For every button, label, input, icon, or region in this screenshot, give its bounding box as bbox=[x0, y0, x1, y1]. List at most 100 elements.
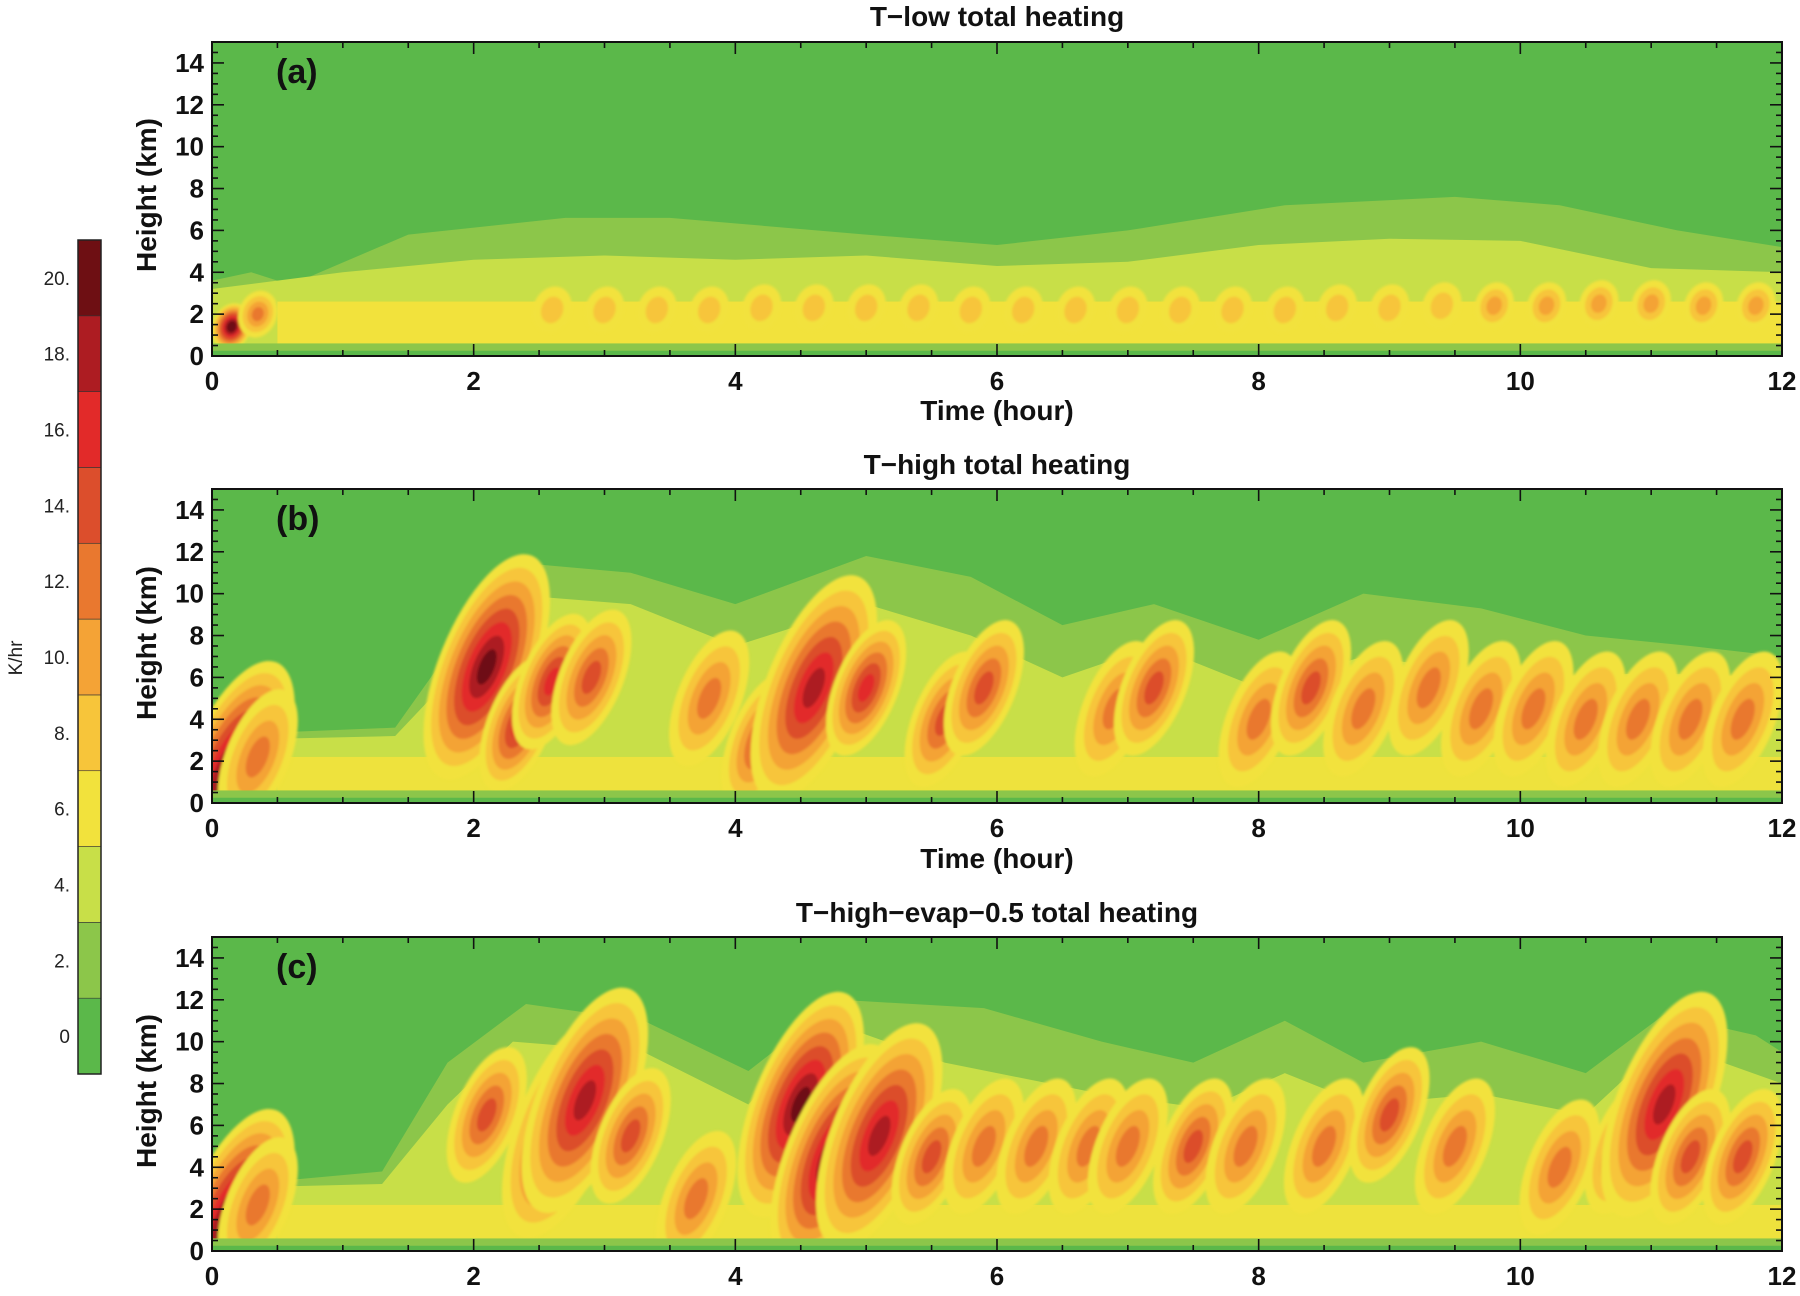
heating-cell bbox=[1493, 640, 1574, 777]
tick-marks bbox=[211, 488, 1783, 804]
panel-c-plot-area bbox=[211, 936, 1783, 1252]
heating-cell bbox=[1113, 620, 1195, 756]
heating-cell bbox=[423, 554, 551, 780]
heating-cell-level bbox=[1643, 294, 1659, 313]
colorbar-tick-label: 20. bbox=[44, 269, 70, 290]
panel-c-y-tick-labels: 0 2 4 6 8 10 12 14 bbox=[175, 943, 204, 1266]
x-tick-label: 4 bbox=[728, 366, 743, 396]
heating-cell-level bbox=[1183, 1129, 1204, 1163]
heating-cell bbox=[1048, 1078, 1129, 1215]
y-tick-label: 8 bbox=[190, 1069, 204, 1099]
colorbar-swatch bbox=[77, 922, 102, 999]
heating-cell-level bbox=[921, 1140, 942, 1174]
x-tick-label: 10 bbox=[1506, 1261, 1535, 1291]
heating-cell bbox=[1702, 1088, 1782, 1225]
panel-a: T−low total heating (a) 0 2 4 6 8 10 12 0 2 4 6 8 1… bbox=[131, 1, 1796, 426]
heating-cell-level bbox=[857, 673, 875, 702]
heating-cell-level bbox=[540, 296, 564, 324]
heating-cell bbox=[655, 1130, 737, 1251]
heating-cell-level bbox=[959, 296, 983, 324]
colorbar-swatch bbox=[77, 315, 102, 392]
x-tick-label: 8 bbox=[1251, 366, 1265, 396]
x-tick-label: 10 bbox=[1506, 366, 1535, 396]
heating-cell bbox=[1270, 620, 1352, 756]
panel-b-x-tick-labels: 0 2 4 6 8 10 12 bbox=[205, 813, 1797, 843]
heating-cell-level bbox=[1351, 688, 1376, 730]
colorbar-frame bbox=[77, 239, 102, 1075]
heating-cell-level bbox=[1221, 296, 1244, 324]
heating-cell bbox=[1212, 286, 1253, 334]
heating-cell-level bbox=[1301, 671, 1321, 705]
y-tick-label: 0 bbox=[190, 788, 204, 818]
heating-cell-level bbox=[697, 296, 721, 324]
heating-cell-level bbox=[1273, 296, 1297, 324]
heating-cell bbox=[1597, 651, 1679, 788]
x-tick-label: 2 bbox=[466, 813, 480, 843]
heating-cell-level bbox=[1652, 1084, 1676, 1125]
heating-cell-level bbox=[1144, 671, 1164, 705]
x-tick-label: 6 bbox=[990, 1261, 1004, 1291]
colorbar-swatch bbox=[77, 997, 102, 1075]
heating-cell-level bbox=[1064, 296, 1087, 324]
heating-cell bbox=[637, 286, 677, 334]
heating-cell bbox=[689, 286, 729, 334]
colorbar-tick-label: 18. bbox=[44, 345, 70, 366]
heating-cell bbox=[1440, 640, 1522, 777]
heating-cell-level bbox=[543, 667, 561, 696]
heating-cell-level bbox=[573, 1080, 597, 1121]
y-tick-label: 12 bbox=[175, 985, 204, 1015]
heating-cell-level bbox=[1325, 294, 1349, 322]
colorbar-tick-label: 14. bbox=[44, 496, 70, 517]
heating-cell-level bbox=[245, 736, 270, 778]
y-tick-label: 0 bbox=[190, 1236, 204, 1266]
heating-cell bbox=[446, 1047, 527, 1183]
panel-c-title: T−high−evap−0.5 total heating bbox=[796, 897, 1198, 928]
heating-cell-level bbox=[1730, 698, 1755, 740]
panel-b-title: T−high total heating bbox=[864, 449, 1131, 480]
heating-cell bbox=[1650, 1088, 1731, 1225]
x-tick-label: 0 bbox=[205, 813, 219, 843]
heating-cell bbox=[1600, 991, 1728, 1218]
heating-cell-level bbox=[476, 649, 497, 685]
y-tick-label: 2 bbox=[190, 746, 204, 776]
y-tick-label: 10 bbox=[175, 132, 204, 162]
panel-b: T−high total heating (b) 0 2 4 6 8 10 12 0 2 4 6 8… bbox=[131, 449, 1797, 874]
heating-cell-level bbox=[1233, 1125, 1258, 1167]
colorbar-swatch bbox=[77, 846, 102, 923]
colorbar-tick-label: 4. bbox=[54, 875, 70, 896]
colorbar-tick-label: 12. bbox=[44, 572, 70, 593]
x-tick-label: 12 bbox=[1768, 1261, 1797, 1291]
heating-cell bbox=[1579, 280, 1619, 328]
y-tick-label: 10 bbox=[175, 1027, 204, 1057]
heating-cell bbox=[737, 991, 865, 1218]
heating-cell-level bbox=[790, 1086, 811, 1123]
heating-cell bbox=[1631, 280, 1671, 328]
panel-a-title: T−low total heating bbox=[870, 1, 1124, 32]
y-tick-label: 0 bbox=[190, 341, 204, 371]
x-tick-label: 0 bbox=[205, 366, 219, 396]
y-tick-label: 8 bbox=[190, 174, 204, 204]
heating-cell bbox=[794, 284, 834, 332]
heating-cell-level bbox=[1521, 688, 1546, 730]
heating-cell-level bbox=[1625, 698, 1651, 740]
heating-cell-level bbox=[1024, 1125, 1049, 1167]
heating-cell bbox=[1349, 1047, 1430, 1183]
heating-cell-level bbox=[645, 296, 669, 324]
heating-cell-level bbox=[476, 1098, 497, 1132]
panel-b-y-axis-label: Height (km) bbox=[131, 566, 162, 720]
heating-cell bbox=[532, 286, 572, 334]
heating-cell-level bbox=[1416, 667, 1441, 709]
heating-cell-level bbox=[1246, 698, 1271, 740]
heating-cell bbox=[1414, 1078, 1496, 1215]
heating-cell-level bbox=[750, 294, 773, 322]
colorbar-tick-label: 6. bbox=[54, 800, 70, 821]
y-tick-label: 10 bbox=[175, 579, 204, 609]
heating-cell-level bbox=[1116, 296, 1140, 324]
colorbar: 0 2. 4. 6. 8. 10. 12. 14. 16. 18. 20. K/hr bbox=[6, 239, 102, 1075]
y-tick-label: 4 bbox=[190, 257, 205, 287]
heating-cell-level bbox=[974, 671, 994, 705]
heating-cell bbox=[741, 284, 782, 332]
y-tick-label: 12 bbox=[175, 537, 204, 567]
panel-c-x-tick-labels: 0 2 4 6 8 10 12 bbox=[205, 1261, 1797, 1291]
